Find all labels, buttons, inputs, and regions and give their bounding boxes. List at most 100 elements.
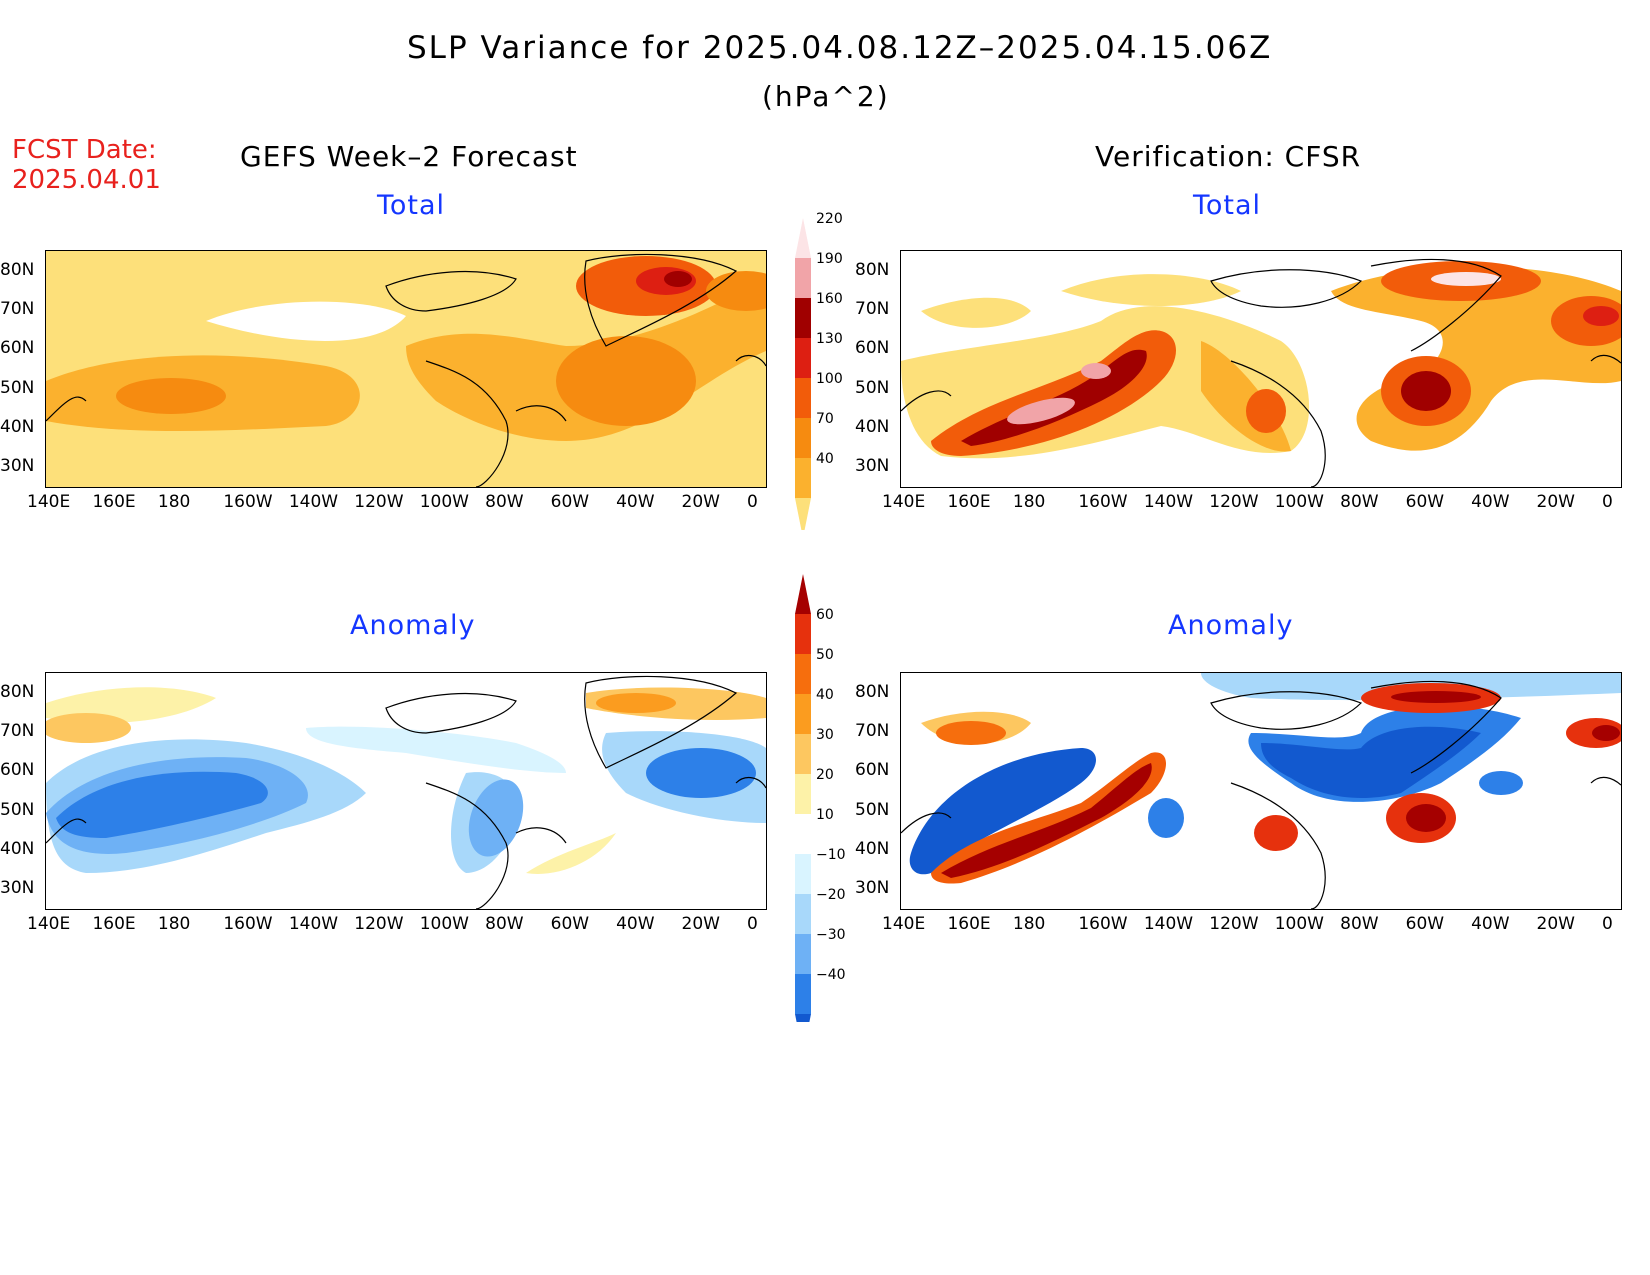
lat-tick-label: 70N (855, 721, 890, 742)
lat-tick-label: 40N (855, 416, 890, 437)
colorbar-anomaly-swatch (795, 1014, 811, 1022)
colorbar-anomaly-level-label: 60 (816, 607, 834, 623)
forecast-total-field (46, 251, 766, 487)
lat-tick-label: 80N (855, 260, 890, 280)
lat-tick-label: 60N (855, 338, 890, 359)
map-verification-anomaly (900, 672, 1622, 910)
plot-title: SLP Variance for 2025.04.08.12Z–2025.04.… (407, 30, 1273, 66)
lon-tick-label: 20W (1536, 914, 1575, 934)
lon-tick-label: 140W (1143, 914, 1194, 934)
lon-tick-label: 0 (747, 914, 758, 934)
lon-tick-label: 60W (550, 492, 590, 512)
units-label: (hPa^2) (762, 80, 890, 113)
lon-tick-label: 60W (1405, 914, 1445, 934)
colorbar-anomaly-level-label: 20 (816, 767, 834, 783)
lon-tick-label: 0 (1602, 914, 1613, 934)
lon-tick-label: 160W (223, 914, 273, 934)
colorbar-total: 40 70 100 130 160 190 220 (795, 211, 843, 530)
lon-tick-label: 160W (223, 492, 273, 512)
colorbar-anomaly-swatch (795, 654, 811, 694)
lon-tick-label: 140E (27, 492, 71, 512)
colorbar-anomaly-level-label: 40 (816, 687, 834, 703)
colorbar-anomaly-swatch (795, 854, 811, 894)
colorbar-total-level-label: 130 (816, 331, 843, 347)
lat-tick-label: 60N (0, 760, 35, 781)
colorbar-anomaly-swatch (795, 574, 811, 614)
lat-tick-label: 70N (0, 299, 35, 320)
colorbar-anomaly-level-label: −20 (816, 887, 846, 903)
lat-tick-label: 30N (0, 456, 35, 476)
lon-tick-label: 160W (1078, 914, 1128, 934)
lon-tick-label: 20W (681, 492, 720, 512)
colorbar-anomaly-swatch (795, 694, 811, 734)
forecast-column-title: GEFS Week–2 Forecast (240, 140, 578, 173)
colorbar-total-level-label: 70 (816, 411, 834, 427)
lon-tick-label: 40W (616, 492, 655, 512)
colorbar-anomaly-swatch (795, 734, 811, 774)
lon-tick-label: 140W (288, 914, 339, 934)
lon-tick-label: 160E (92, 914, 136, 934)
lat-tick-label: 70N (855, 299, 890, 320)
lon-tick-label: 180 (1012, 492, 1046, 512)
lat-tick-label: 50N (0, 377, 35, 398)
lon-tick-label: 140W (1143, 492, 1194, 512)
verification-column-title: Verification: CFSR (1095, 140, 1362, 173)
panel-label-forecast-anomaly: Anomaly (350, 610, 476, 641)
lat-tick-label: 70N (0, 721, 35, 742)
colorbar-total-level-label: 160 (816, 291, 843, 307)
lon-tick-label: 140E (882, 914, 926, 934)
lat-tick-label: 30N (855, 456, 890, 476)
colorbar-total-swatch (795, 378, 811, 418)
colorbar-total-swatch (795, 258, 811, 298)
lon-tick-label: 60W (1405, 492, 1445, 512)
lat-tick-label: 50N (855, 799, 890, 820)
lon-tick-label: 100W (1274, 914, 1324, 934)
lon-tick-label: 160E (92, 492, 136, 512)
lat-tick-label: 30N (855, 878, 890, 898)
map-forecast-total (45, 250, 767, 488)
colorbar-total-swatch (795, 458, 811, 498)
colorbar-total-swatch (795, 218, 811, 258)
lat-tick-label: 80N (0, 260, 35, 280)
lon-tick-label: 120W (354, 492, 404, 512)
colorbar-anomaly-swatch (795, 814, 811, 854)
panel-label-verification-anomaly: Anomaly (1168, 610, 1294, 641)
lon-tick-label: 0 (747, 492, 758, 512)
colorbar-anomaly-level-label: −10 (816, 847, 846, 863)
lon-tick-label: 100W (419, 914, 469, 934)
lat-tick-label: 40N (0, 416, 35, 437)
lon-tick-label: 80W (485, 914, 524, 934)
lat-tick-label: 60N (855, 760, 890, 781)
lat-tick-label: 30N (0, 878, 35, 898)
colorbar-total-level-label: 190 (816, 251, 843, 267)
colorbar-total-swatch (795, 418, 811, 458)
lon-tick-label: 40W (1471, 492, 1510, 512)
lon-tick-label: 120W (1209, 914, 1259, 934)
lon-tick-label: 20W (1536, 492, 1575, 512)
lon-tick-label: 180 (1012, 914, 1046, 934)
lon-tick-label: 80W (485, 492, 524, 512)
lon-tick-label: 180 (157, 492, 191, 512)
lon-tick-label: 40W (1471, 914, 1510, 934)
colorbar-total-level-label: 220 (816, 211, 843, 227)
map-forecast-anomaly (45, 672, 767, 910)
lon-tick-label: 180 (157, 914, 191, 934)
lat-tick-label: 80N (0, 682, 35, 702)
lon-tick-label: 100W (1274, 492, 1324, 512)
lat-tick-label: 40N (855, 838, 890, 859)
colorbar-total-level-label: 40 (816, 451, 834, 467)
colorbar-anomaly-swatch (795, 934, 811, 974)
colorbar-anomaly-level-label: −40 (816, 967, 846, 983)
colorbar-total-swatch (795, 338, 811, 378)
verification-anomaly-field (901, 673, 1621, 909)
colorbar-anomaly-swatch (795, 774, 811, 814)
colorbar-anomaly-level-label: 30 (816, 727, 834, 743)
lat-tick-label: 60N (0, 338, 35, 359)
lon-tick-label: 140E (882, 492, 926, 512)
verification-total-field (901, 251, 1621, 487)
lat-tick-label: 40N (0, 838, 35, 859)
lon-tick-label: 140W (288, 492, 339, 512)
lon-tick-label: 40W (616, 914, 655, 934)
panel-label-verification-total: Total (1193, 190, 1262, 221)
panel-label-forecast-total: Total (377, 190, 446, 221)
